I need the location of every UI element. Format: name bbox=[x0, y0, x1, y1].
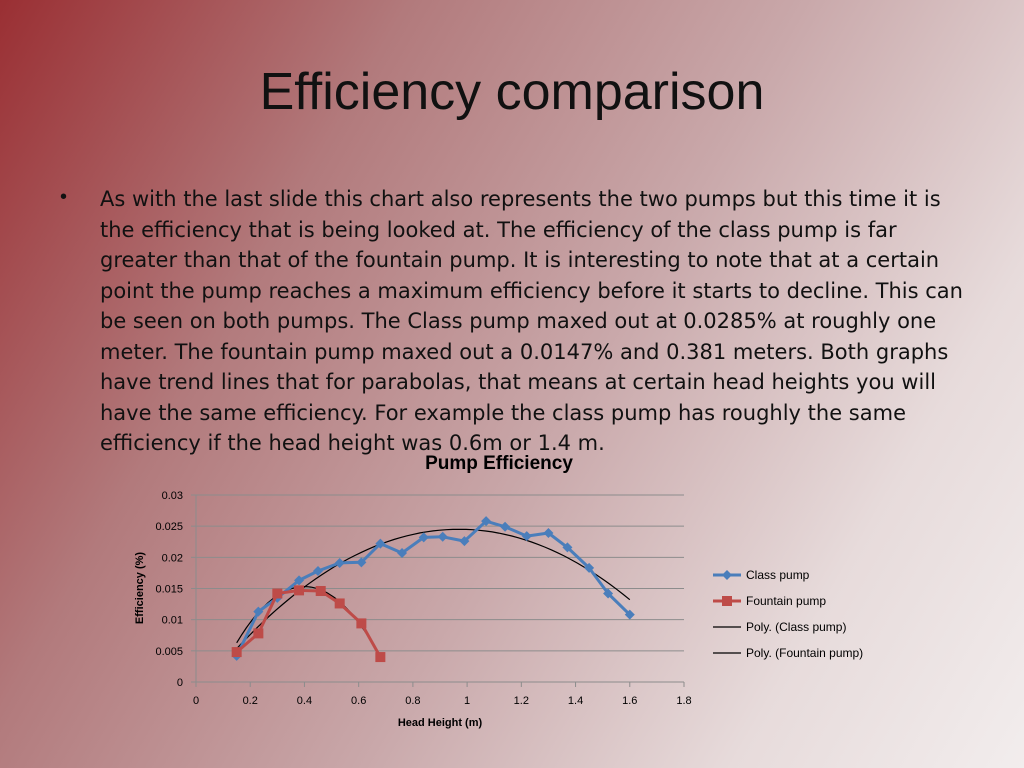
x-tick-label: 0 bbox=[193, 695, 199, 707]
legend-item-fountain-pump: Fountain pump bbox=[713, 594, 826, 608]
x-tick-label: 1.6 bbox=[622, 695, 637, 707]
data-point-class-pump bbox=[253, 606, 264, 617]
x-tick-label: 0.4 bbox=[297, 695, 312, 707]
data-point-fountain-pump bbox=[375, 652, 386, 663]
data-point-fountain-pump bbox=[253, 628, 264, 639]
y-tick-label: 0.005 bbox=[155, 646, 183, 658]
data-point-class-pump bbox=[294, 575, 305, 586]
tick-labels: 0 0.005 0.01 0.015 0.02 0.025 0.03 0 0.2 0.4 0.6 0.… bbox=[155, 490, 691, 707]
data-point-fountain-pump bbox=[334, 598, 345, 609]
data-point-fountain-pump bbox=[272, 588, 283, 599]
data-point-fountain-pump bbox=[231, 647, 242, 658]
x-tick-label: 1 bbox=[464, 695, 470, 707]
data-point-class-pump bbox=[459, 536, 470, 547]
legend-marker bbox=[722, 596, 732, 606]
y-tick-label: 0.015 bbox=[155, 584, 183, 596]
x-tick-label: 0.8 bbox=[405, 695, 420, 707]
chart-title: Pump Efficiency bbox=[425, 453, 573, 474]
data-point-class-pump bbox=[624, 609, 635, 620]
data-point-class-pump bbox=[603, 588, 614, 599]
data-point-fountain-pump bbox=[294, 585, 305, 596]
x-axis-title: Head Height (m) bbox=[398, 717, 483, 729]
data-point-fountain-pump bbox=[356, 618, 367, 629]
x-tick-label: 1.2 bbox=[514, 695, 529, 707]
legend-item-poly-class-pump: Poly. (Class pump) bbox=[713, 620, 846, 634]
legend-label: Poly. (Fountain pump) bbox=[746, 646, 863, 660]
legend-label: Class pump bbox=[746, 568, 810, 582]
x-tick-label: 1.8 bbox=[676, 695, 691, 707]
grid-lines bbox=[196, 494, 684, 652]
y-tick-label: 0.01 bbox=[162, 615, 183, 627]
y-tick-label: 0.025 bbox=[155, 521, 183, 533]
y-tick-label: 0.02 bbox=[162, 552, 183, 564]
data-series bbox=[231, 516, 635, 663]
legend-label: Poly. (Class pump) bbox=[746, 620, 846, 634]
data-point-class-pump bbox=[356, 557, 367, 568]
data-point-class-pump bbox=[437, 531, 448, 542]
data-point-class-pump bbox=[543, 528, 554, 539]
x-tick-label: 1.4 bbox=[568, 695, 583, 707]
slide-title: Efficiency comparison bbox=[259, 63, 765, 121]
x-tick-label: 0.6 bbox=[351, 695, 366, 707]
chart-legend: Class pump Fountain pump Poly. (Class pump… bbox=[713, 568, 863, 660]
data-point-class-pump bbox=[397, 547, 408, 558]
data-point-fountain-pump bbox=[315, 585, 326, 596]
data-point-class-pump bbox=[418, 532, 429, 543]
legend-item-poly-fountain-pump: Poly. (Fountain pump) bbox=[713, 646, 863, 660]
data-point-class-pump bbox=[500, 521, 511, 532]
data-point-class-pump bbox=[334, 557, 345, 568]
bullet-marker: • bbox=[60, 186, 68, 208]
legend-label: Fountain pump bbox=[746, 594, 826, 608]
y-tick-label: 0 bbox=[177, 677, 183, 689]
data-point-class-pump bbox=[562, 542, 573, 553]
data-point-class-pump bbox=[481, 516, 492, 527]
y-axis-title: Efficiency (%) bbox=[134, 552, 146, 624]
legend-item-class-pump: Class pump bbox=[713, 568, 810, 582]
x-tick-label: 0.2 bbox=[243, 695, 258, 707]
legend-marker bbox=[722, 570, 732, 580]
axes bbox=[191, 494, 685, 687]
data-point-class-pump bbox=[584, 562, 595, 573]
data-point-class-pump bbox=[521, 531, 532, 542]
bullet-paragraph: • As with the last slide this chart also… bbox=[60, 184, 980, 459]
data-point-class-pump bbox=[313, 566, 323, 577]
bullet-text: As with the last slide this chart also r… bbox=[100, 187, 963, 455]
y-tick-label: 0.03 bbox=[162, 490, 183, 502]
data-point-class-pump bbox=[375, 538, 386, 549]
